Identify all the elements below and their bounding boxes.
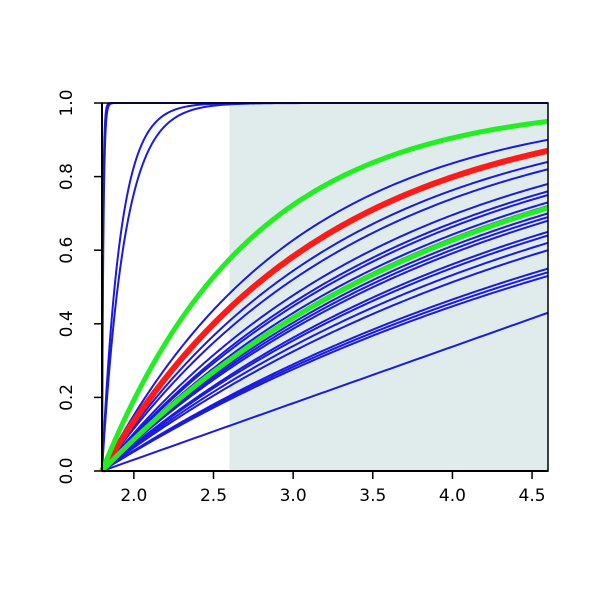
blue-curve-5 [101, 138, 549, 472]
blue-curve-15 [101, 219, 549, 472]
blue-curve-20 [101, 267, 549, 472]
red-series-layer [99, 147, 549, 473]
blue-series-layer [101, 102, 549, 472]
x-tick-label-4.5: 4.5 [519, 486, 546, 506]
blue-curve-14 [101, 216, 549, 472]
y-tick-label-0.8: 0.8 [57, 163, 77, 190]
blue-curve-6 [101, 160, 549, 472]
x-tick-label-4.0: 4.0 [439, 486, 466, 506]
blue-curve-9 [101, 190, 549, 472]
blue-curve-16 [101, 230, 549, 472]
y-tick-label-0.6: 0.6 [57, 237, 77, 264]
axes-layer: 2.0 2.5 3.0 3.5 4.0 4.5 0.0 0.2 0.4 0.6 0.8 1.0 [57, 89, 549, 506]
blue-curve-22 [101, 275, 549, 472]
blue-curve-7 [101, 168, 549, 472]
y-tick-label-0.4: 0.4 [57, 310, 77, 337]
red-curve [99, 147, 549, 473]
y-tick-label-0.2: 0.2 [57, 384, 77, 411]
green-series-layer [99, 118, 549, 473]
blue-curve-17 [101, 234, 549, 472]
x-tick-label-2.0: 2.0 [120, 486, 147, 506]
x-tick-label-3.0: 3.0 [280, 486, 307, 506]
green-curve-1 [99, 118, 549, 472]
y-tick-label-0.0: 0.0 [57, 457, 77, 484]
blue-curve-10 [101, 194, 549, 472]
y-tick-label-1.0: 1.0 [57, 89, 77, 116]
blue-curve-21 [101, 271, 549, 472]
blue-curve-18 [101, 241, 549, 472]
blue-curve-19 [101, 249, 549, 472]
blue-curve-8 [101, 182, 549, 472]
green-curve-2 [100, 205, 549, 473]
x-tick-label-3.5: 3.5 [359, 486, 386, 506]
x-tick-label-2.5: 2.5 [200, 486, 227, 506]
blue-curve-23 [101, 311, 549, 472]
